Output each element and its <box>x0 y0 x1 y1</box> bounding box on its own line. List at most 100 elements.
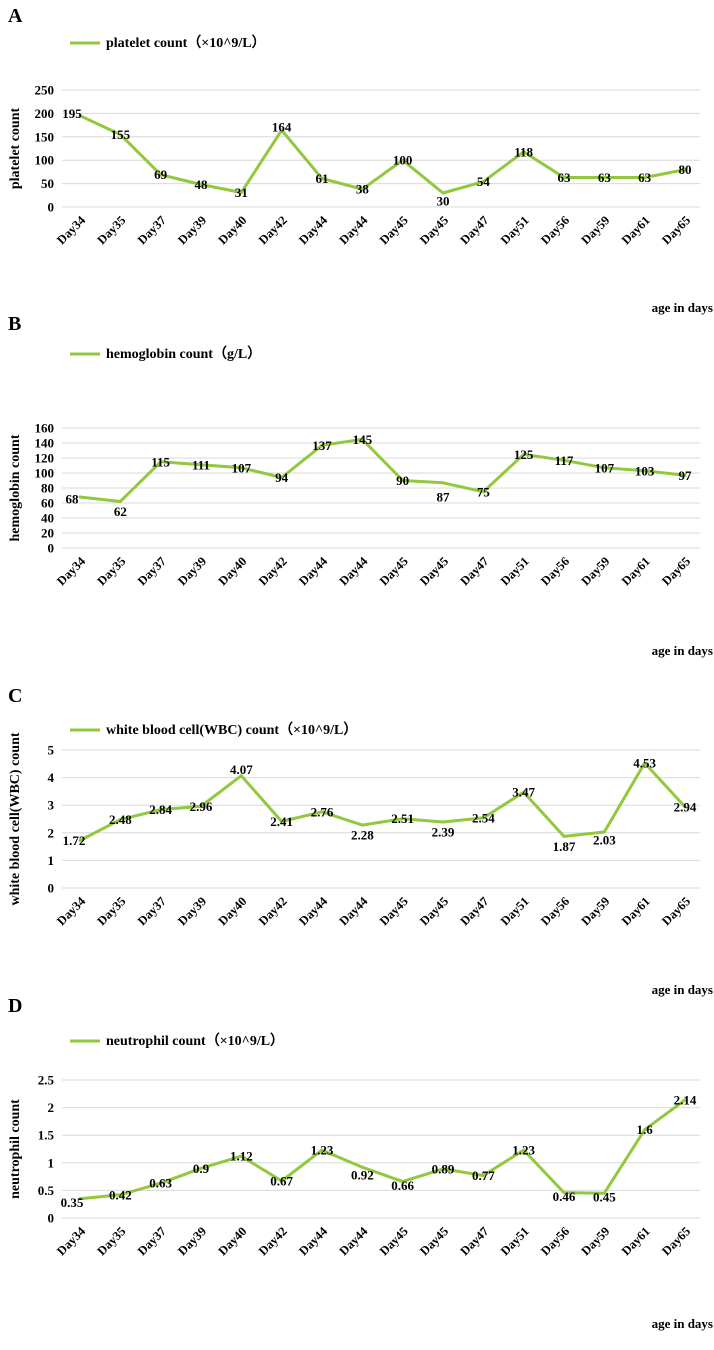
chart-b-xtick-label: Day45 <box>417 554 451 588</box>
chart-d-data-point <box>199 1166 203 1170</box>
chart-a-xtick-label: Day40 <box>215 213 249 247</box>
chart-a-x-axis-title: age in days <box>652 300 713 315</box>
chart-c-data-point <box>159 808 163 812</box>
chart-c-xtick-label: Day35 <box>94 894 128 928</box>
chart-d-y-axis-title: neutrophil count <box>8 1099 23 1199</box>
chart-b-ytick-label: 80 <box>41 481 54 496</box>
chart-d-xtick-label: Day45 <box>417 1224 451 1258</box>
chart-d-data-label: 0.67 <box>270 1174 293 1189</box>
chart-b-data-point <box>199 463 203 467</box>
chart-c-ytick-label: 4 <box>48 770 55 785</box>
chart-d-data-label: 2.14 <box>674 1092 697 1107</box>
chart-b-ytick-label: 120 <box>35 451 55 466</box>
chart-b-data-point <box>280 476 284 479</box>
chart-a-data-label: 100 <box>393 153 413 168</box>
chart-c-ytick-label: 5 <box>48 743 55 758</box>
chart-d-ytick-label: 1 <box>48 1155 55 1170</box>
chart-d-xtick-label: Day44 <box>296 1224 330 1258</box>
chart-c-data-label: 4.53 <box>633 755 656 770</box>
chart-b-xtick-label: Day34 <box>54 554 88 588</box>
chart-d-ytick-label: 2 <box>48 1100 55 1115</box>
chart-c-data-label: 3.47 <box>512 785 535 800</box>
chart-a-data-point <box>562 176 566 180</box>
chart-b-xtick-label: Day61 <box>619 554 653 588</box>
chart-d-data-label: 1.12 <box>230 1149 253 1164</box>
chart-b-data-point <box>239 466 243 470</box>
chart-c-xtick-label: Day51 <box>498 894 532 928</box>
chart-a-ytick-label: 0 <box>48 200 55 215</box>
chart-c-data-point <box>239 774 243 778</box>
chart-b-data-label: 107 <box>595 460 615 475</box>
chart-c-data-label: 2.54 <box>472 810 495 825</box>
chart-d-data-point <box>239 1154 243 1158</box>
chart-a-xtick-label: Day45 <box>417 213 451 247</box>
chart-d-data-point <box>602 1191 606 1195</box>
chart-b-xtick-label: Day42 <box>256 554 290 588</box>
chart-a-data-point <box>199 183 203 187</box>
chart-a-xtick-label: Day51 <box>498 213 532 247</box>
chart-d-series-line <box>79 1098 686 1201</box>
chart-c-data-label: 2.03 <box>593 832 616 847</box>
chart-d-x-axis-title: age in days <box>652 1316 713 1331</box>
chart-b-data-label: 97 <box>679 468 693 483</box>
chart-a-data-label: 48 <box>195 177 209 192</box>
chart-a-data-point <box>320 176 324 180</box>
chart-d-xtick-label: Day56 <box>538 1224 572 1258</box>
chart-d-data-label: 0.66 <box>391 1178 414 1193</box>
chart-d-data-point <box>562 1191 566 1195</box>
chart-d-xtick-label: Day61 <box>619 1224 653 1258</box>
chart-d-xtick-label: Day47 <box>457 1224 491 1258</box>
chart-c-data-label: 4.07 <box>230 762 253 777</box>
chart-d-data-label: 0.9 <box>193 1161 210 1176</box>
chart-d-data-label: 0.77 <box>472 1168 495 1183</box>
chart-a-xtick-label: Day34 <box>54 213 88 247</box>
chart-d-data-label: 1.23 <box>311 1143 334 1158</box>
chart-d-ytick-label: 0.5 <box>38 1183 55 1198</box>
chart-d-data-point <box>159 1181 163 1185</box>
chart-a-xtick-label: Day37 <box>135 213 169 247</box>
chart-a-data-label: 118 <box>514 144 533 159</box>
chart-d-xtick-label: Day39 <box>175 1224 209 1258</box>
chart-a-data-label: 61 <box>316 171 329 186</box>
chart-a-ytick-label: 250 <box>35 83 55 98</box>
chart-b-ytick-label: 100 <box>35 466 55 481</box>
chart-a-data-label: 155 <box>111 127 131 142</box>
chart-a-ytick-label: 150 <box>35 129 55 144</box>
chart-b-ytick-label: 0 <box>48 541 55 556</box>
chart-b-ytick-label: 160 <box>35 421 55 436</box>
chart-c-data-point <box>481 816 485 820</box>
chart-d-xtick-label: Day35 <box>94 1224 128 1258</box>
chart-a-data-label: 195 <box>62 106 82 121</box>
chart-b-data-label: 117 <box>555 453 574 468</box>
chart-c-data-point <box>643 761 647 765</box>
chart-c-x-axis-title: age in days <box>652 982 713 997</box>
chart-a-data-label: 69 <box>154 167 168 182</box>
chart-c-data-label: 1.72 <box>63 833 86 848</box>
chart-d-data-point <box>118 1193 122 1197</box>
chart-a-xtick-label: Day56 <box>538 213 572 247</box>
chart-d-data-label: 0.35 <box>61 1195 84 1210</box>
chart-b-xtick-label: Day65 <box>659 554 693 588</box>
chart-b-data-label: 75 <box>477 484 491 499</box>
chart-a-legend-label: platelet count（×10^9/L） <box>106 35 266 51</box>
chart-b-data-point <box>683 473 687 477</box>
chart-c-ytick-label: 2 <box>48 825 55 840</box>
chart-d-xtick-label: Day34 <box>54 1224 88 1258</box>
chart-a-data-point <box>481 180 485 184</box>
chart-a-xtick-label: Day59 <box>578 213 612 247</box>
chart-a-data-label: 63 <box>558 170 572 185</box>
chart-b-data-point <box>360 437 364 441</box>
chart-c-data-label: 2.28 <box>351 828 374 843</box>
chart-c-xtick-label: Day39 <box>175 894 209 928</box>
chart-c-data-point <box>562 834 566 838</box>
chart-b-data-label: 111 <box>192 457 210 472</box>
chart-a-data-point <box>683 168 687 172</box>
chart-c-xtick-label: Day37 <box>135 894 169 928</box>
chart-c-data-label: 2.84 <box>149 802 172 817</box>
chart-a-data-point <box>280 128 284 132</box>
chart-a-data-point <box>401 158 405 162</box>
chart-d-data-label: 0.92 <box>351 1168 374 1183</box>
chart-b-xtick-label: Day44 <box>296 554 330 588</box>
chart-c-ytick-label: 3 <box>48 798 55 813</box>
